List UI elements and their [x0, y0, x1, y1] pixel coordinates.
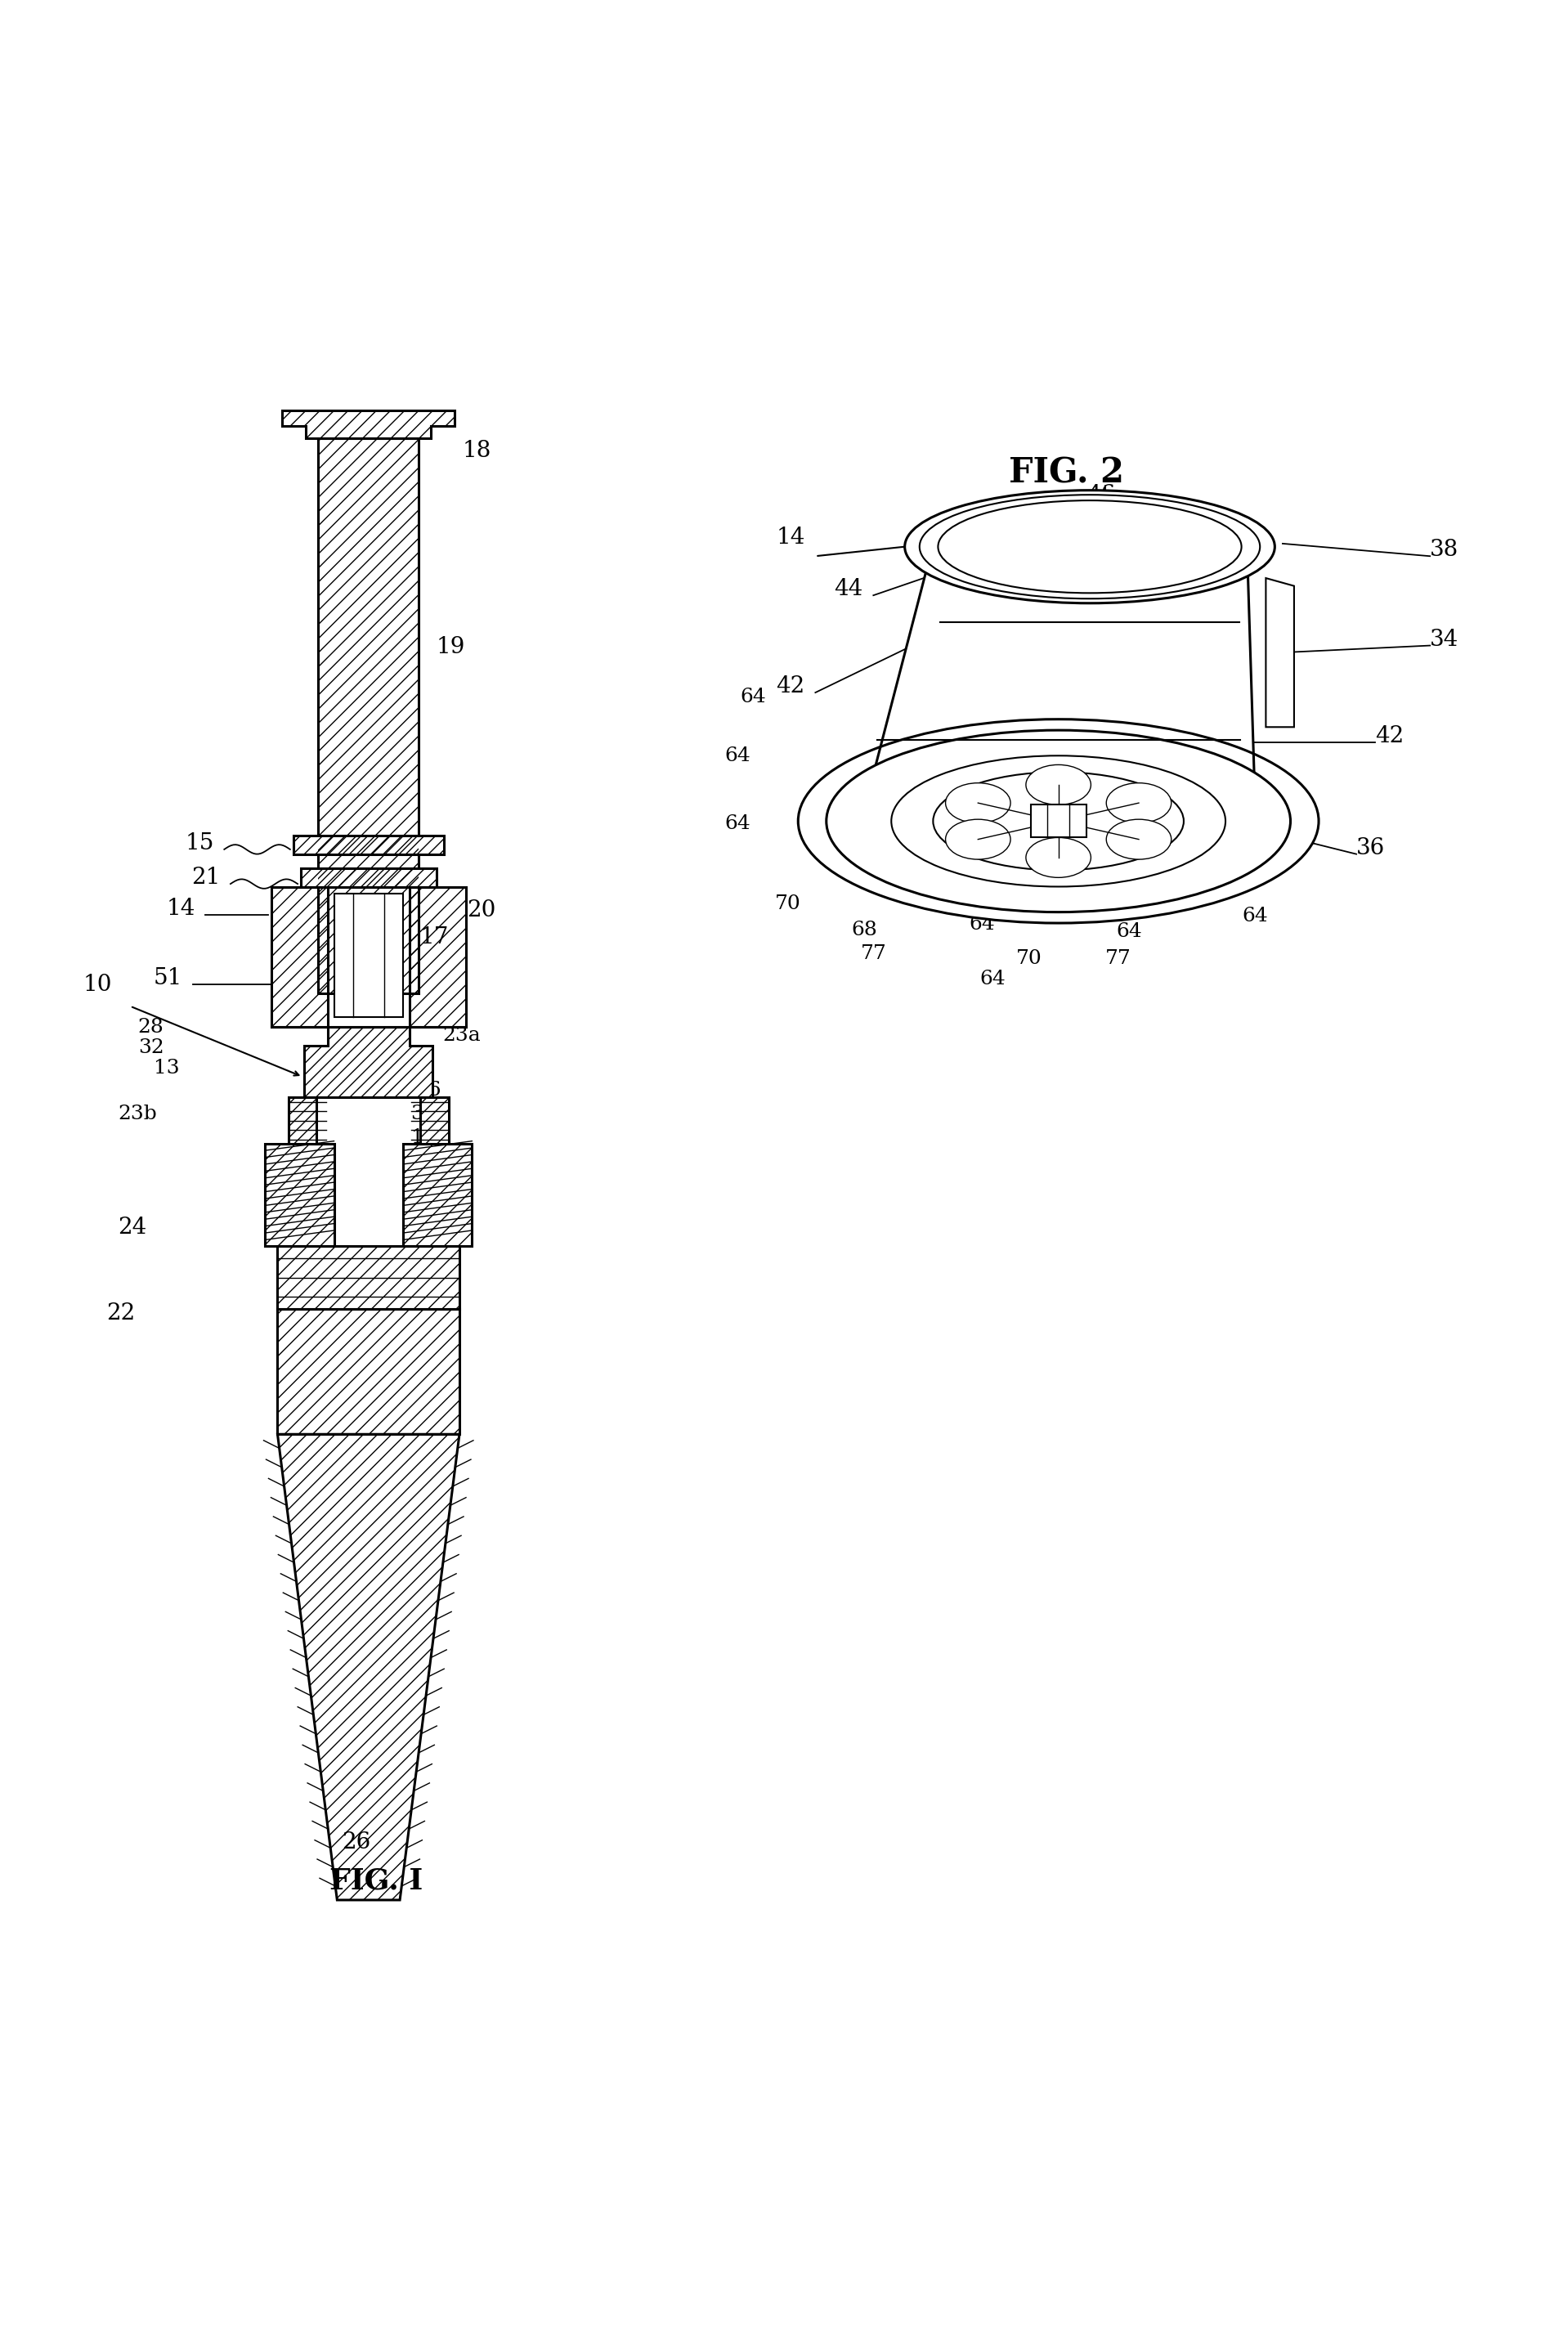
- Polygon shape: [1030, 805, 1087, 837]
- Text: 46: 46: [1087, 484, 1115, 507]
- Text: 77: 77: [861, 944, 887, 963]
- Polygon shape: [265, 1144, 334, 1247]
- Polygon shape: [278, 1435, 459, 1900]
- Text: 20: 20: [467, 900, 495, 921]
- Text: 22: 22: [107, 1303, 135, 1326]
- Polygon shape: [1265, 579, 1294, 728]
- Ellipse shape: [1025, 765, 1091, 805]
- Ellipse shape: [933, 772, 1184, 870]
- Ellipse shape: [891, 756, 1226, 886]
- Polygon shape: [271, 886, 328, 1026]
- Ellipse shape: [946, 819, 1010, 858]
- Text: 64: 64: [1242, 907, 1269, 926]
- Text: 23b: 23b: [118, 1105, 157, 1123]
- Text: 26: 26: [342, 1831, 370, 1854]
- Text: 30: 30: [411, 1105, 437, 1123]
- Text: FIG. I: FIG. I: [329, 1868, 423, 1896]
- Polygon shape: [301, 868, 436, 886]
- Text: 18: 18: [463, 440, 491, 463]
- Text: 42: 42: [1375, 726, 1403, 747]
- Polygon shape: [282, 409, 455, 440]
- Text: 64: 64: [724, 814, 751, 833]
- Polygon shape: [403, 1144, 472, 1247]
- Text: 64: 64: [980, 970, 1007, 989]
- Polygon shape: [334, 893, 403, 1016]
- Polygon shape: [861, 547, 1256, 821]
- Text: 14: 14: [776, 526, 804, 549]
- Text: 32: 32: [138, 1037, 165, 1058]
- Polygon shape: [293, 835, 444, 854]
- Text: 68: 68: [851, 921, 878, 940]
- Ellipse shape: [826, 730, 1290, 912]
- Text: FIG. 2: FIG. 2: [1008, 456, 1124, 491]
- Polygon shape: [278, 1247, 459, 1310]
- Text: 64: 64: [740, 686, 767, 707]
- Text: 64: 64: [969, 914, 996, 933]
- Polygon shape: [304, 1026, 433, 1098]
- Polygon shape: [409, 886, 466, 1026]
- Ellipse shape: [1107, 819, 1171, 858]
- Text: 77: 77: [1105, 949, 1132, 968]
- Text: 24: 24: [118, 1216, 146, 1237]
- Text: 51: 51: [154, 968, 182, 989]
- Text: 15: 15: [185, 833, 213, 854]
- Ellipse shape: [1107, 784, 1171, 823]
- Text: 64: 64: [1116, 923, 1143, 942]
- Text: 36: 36: [1356, 837, 1385, 858]
- Text: 34: 34: [1430, 628, 1458, 651]
- Text: 16: 16: [416, 1082, 441, 1100]
- Ellipse shape: [946, 784, 1010, 823]
- Text: 14: 14: [166, 898, 194, 921]
- Text: 70: 70: [1016, 949, 1043, 968]
- Text: 10: 10: [83, 972, 113, 996]
- Polygon shape: [289, 1098, 317, 1144]
- Text: 13: 13: [154, 1058, 179, 1077]
- Text: 12: 12: [411, 1128, 436, 1147]
- Text: 23a: 23a: [442, 1026, 480, 1044]
- Polygon shape: [420, 1098, 448, 1144]
- Text: 28: 28: [138, 1019, 165, 1037]
- Text: 21: 21: [191, 868, 220, 889]
- Text: 44: 44: [834, 579, 862, 600]
- Text: 19: 19: [436, 637, 464, 658]
- Text: 42: 42: [776, 675, 804, 698]
- Ellipse shape: [798, 719, 1319, 923]
- Text: 70: 70: [775, 893, 801, 914]
- Polygon shape: [318, 440, 419, 993]
- Text: 17: 17: [420, 926, 450, 949]
- Text: 64: 64: [724, 747, 751, 765]
- Polygon shape: [278, 1310, 459, 1435]
- Ellipse shape: [1025, 837, 1091, 877]
- Ellipse shape: [905, 491, 1275, 602]
- Text: 28: 28: [332, 1033, 359, 1054]
- Text: 38: 38: [1430, 540, 1458, 561]
